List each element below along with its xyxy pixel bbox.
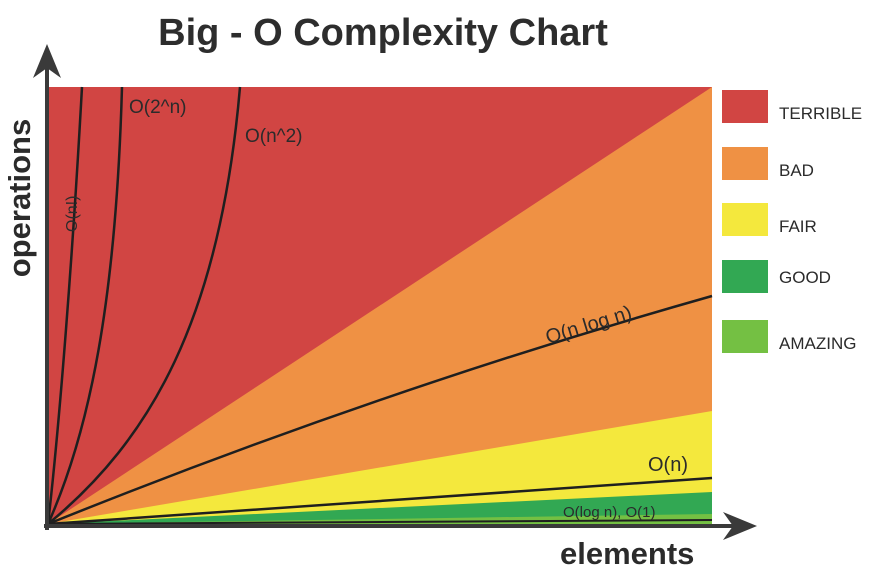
legend-swatch-good — [722, 260, 768, 293]
label-exponential: O(2^n) — [129, 97, 186, 118]
label-factorial: O(n!) — [64, 196, 81, 232]
region-fair — [48, 411, 712, 524]
legend-label-amazing: AMAZING — [779, 334, 857, 353]
x-axis-label: elements — [560, 536, 695, 571]
legend-label-terrible: TERRIBLE — [779, 104, 863, 123]
legend-label-bad: BAD — [779, 161, 814, 180]
label-linear: O(n) — [648, 454, 688, 476]
curve-quadratic — [47, 86, 242, 525]
legend-swatch-bad — [722, 147, 768, 180]
curve-factorial — [46, 86, 84, 525]
legend-swatch-fair — [722, 203, 768, 236]
curve-log-constant — [47, 519, 713, 525]
label-quadratic: O(n^2) — [245, 126, 302, 147]
region-bad — [48, 87, 712, 524]
region-good — [48, 492, 712, 524]
curve-exponential — [46, 86, 124, 525]
y-axis-arrow — [33, 44, 61, 78]
chart-title: Big - O Complexity Chart — [158, 12, 608, 54]
legend-swatch-terrible — [722, 90, 768, 123]
x-axis-arrow — [723, 512, 757, 540]
legend-label-fair: FAIR — [779, 217, 817, 236]
legend-swatch-amazing — [722, 320, 768, 353]
curve-nlogn — [47, 294, 713, 526]
y-axis-label: operations — [2, 118, 37, 278]
legend-label-good: GOOD — [779, 268, 831, 287]
curve-linear — [47, 476, 713, 526]
label-log-constant: O(log n), O(1) — [563, 504, 656, 521]
